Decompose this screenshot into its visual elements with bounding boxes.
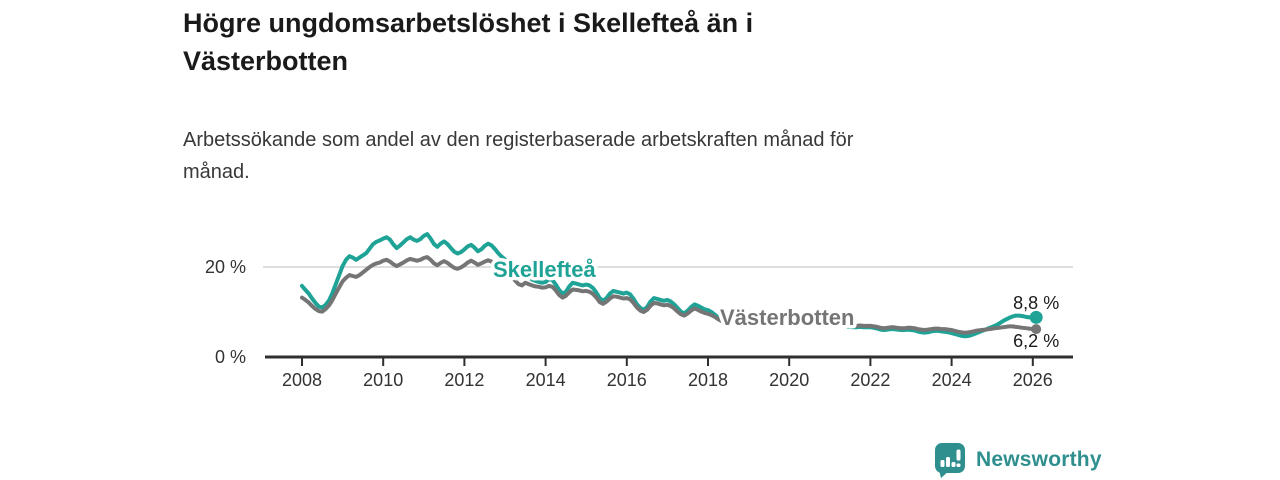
series-end-dot-skelleftea [1029,310,1043,324]
x-tick-label-2020: 2020 [769,370,809,390]
series-line-vasterbotten [300,255,1039,335]
page-title-line1: Högre ungdomsarbetslöshet i Skellefteå ä… [183,8,754,38]
series-label-vasterbotten: Västerbotten [720,305,854,330]
x-tick-label-2018: 2018 [688,370,728,390]
chart-subtitle-line2: månad. [183,161,250,184]
logo-bar-3 [951,462,956,467]
y-tick-label-0: 0 % [215,347,246,367]
page-title: Högre ungdomsarbetslöshet i Skellefteå ä… [183,4,753,81]
logo-bar-1 [940,460,945,467]
series-label-skelleftea: Skellefteå [493,257,596,282]
x-tick-label-2024: 2024 [932,370,972,390]
end-value-label-vasterbotten: 6,2 % [1013,331,1059,351]
series-end-dot-vasterbotten [1031,324,1042,335]
x-tick-label-2012: 2012 [444,370,484,390]
y-tick-label-20: 20 % [205,257,246,277]
x-tick-label-2010: 2010 [363,370,403,390]
newsworthy-logo-icon [935,443,965,478]
newsworthy-logo[interactable]: Newsworthy [934,442,1102,478]
logo-exclamation-stem [956,449,961,461]
end-value-label-skelleftea: 8,8 % [1013,293,1059,313]
x-tick-label-2026: 2026 [1013,370,1053,390]
chart-subtitle-line1: Arbetssökande som andel av den registerb… [183,129,854,151]
x-tick-label-2014: 2014 [526,370,566,390]
page-title-line2: Västerbotten [183,46,349,77]
series-line-skelleftea [300,232,1039,339]
x-tick-label-2008: 2008 [282,370,322,390]
brand-name: Newsworthy [976,448,1102,471]
logo-exclamation-dot [956,463,961,467]
chart-subtitle: Arbetssökande som andel av den registerb… [183,124,853,189]
logo-bar-2 [946,457,950,467]
logo-bubble-tail [939,470,950,478]
x-tick-label-2022: 2022 [850,370,890,390]
x-tick-label-2016: 2016 [607,370,647,390]
